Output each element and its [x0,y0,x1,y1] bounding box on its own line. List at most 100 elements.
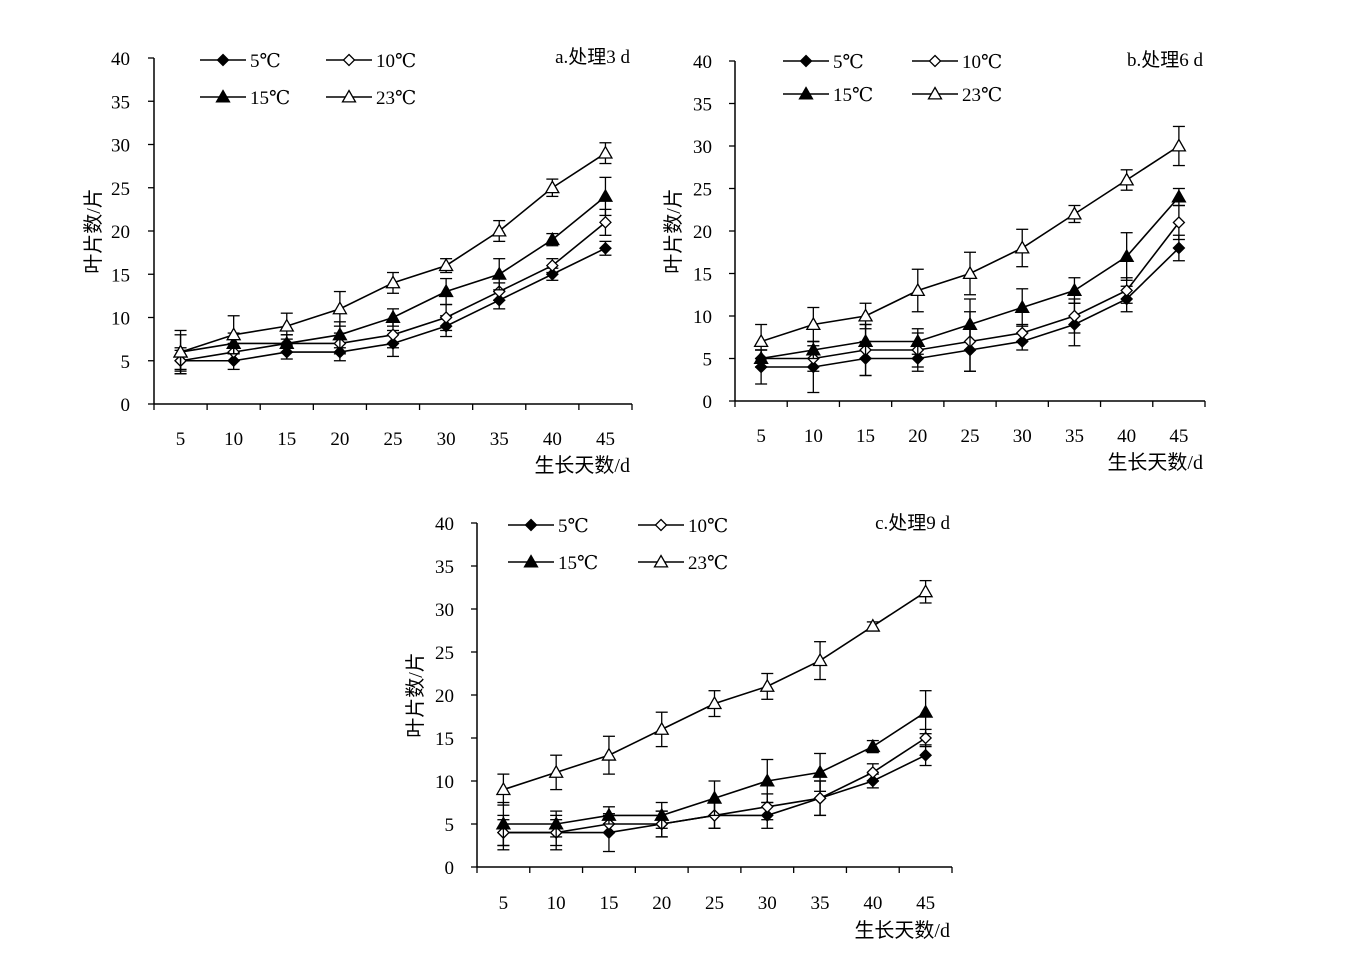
y-tick-label: 15 [111,265,130,286]
data-point [1066,206,1083,220]
series-3 [172,142,614,371]
data-point [279,335,295,349]
x-tick-label: 25 [384,429,403,450]
y-tick-label: 5 [703,350,713,371]
data-point [172,344,189,358]
y-tick-label: 15 [435,729,454,750]
data-point [760,800,774,814]
y-tick-label: 10 [693,307,712,328]
data-point [597,145,614,159]
data-point [332,301,348,315]
x-tick-label: 15 [856,426,875,447]
x-tick-label: 45 [1169,426,1188,447]
data-point [759,773,775,787]
x-tick-label: 35 [811,893,830,914]
data-point [386,328,400,342]
y-tick-label: 40 [435,514,454,535]
data-point [706,695,723,710]
legend-item: 15℃ [508,553,598,574]
data-point [1172,216,1186,229]
data-point [601,747,617,761]
series-3 [495,579,934,806]
data-point [865,738,881,753]
data-point [439,311,453,324]
legend-item: 23℃ [638,553,728,574]
data-point [1066,282,1083,297]
y-tick-label: 20 [111,222,130,243]
legend-marker [927,86,943,100]
data-point [917,704,934,718]
legend-label: 23℃ [688,553,728,574]
x-tick-label: 40 [543,429,562,450]
data-point [601,807,617,821]
x-tick-label: 30 [1013,426,1032,447]
x-tick-label: 15 [599,893,618,914]
y-tick-label: 10 [435,772,454,793]
chart-title: c.处理9 d [875,512,950,534]
y-axis-label: 叶片数/片 [82,188,105,274]
x-axis-label: 生长天数/d [1107,451,1203,474]
y-tick-label: 40 [111,49,130,70]
y-tick-label: 10 [111,309,130,330]
y-tick-label: 25 [111,179,130,200]
data-point [491,223,507,237]
x-tick-label: 10 [547,893,566,914]
chart-title: b.处理6 d [1127,49,1204,71]
legend-item: 23℃ [912,85,1002,106]
data-point [1015,326,1029,340]
legend-item: 23℃ [326,88,416,109]
y-tick-label: 20 [435,686,454,707]
data-point [491,266,507,280]
data-point [962,265,978,280]
data-point [544,231,560,246]
legend-label: 10℃ [688,516,728,537]
data-point [910,333,926,348]
chart-b: 0 5 10 15 20 25 30 35 40 5 10 15 20 25 30 35 40 45 生长天数/d 叶… [662,49,1206,474]
data-point [495,816,512,830]
x-tick-label: 15 [277,429,296,450]
data-point [495,781,512,796]
data-point [1068,309,1081,323]
x-tick-label: 5 [756,426,766,447]
legend-label: 10℃ [376,51,416,72]
y-tick-label: 20 [693,222,712,243]
legend-label: 15℃ [833,85,873,106]
data-point [706,790,723,804]
x-tick-label: 5 [499,893,509,914]
legend-marker [798,86,814,100]
legend-marker [523,554,539,568]
legend-label: 23℃ [962,85,1002,106]
data-point [1120,284,1134,297]
data-point [962,316,978,331]
legend-marker [654,518,668,532]
x-axis-label: 生长天数/d [854,919,950,942]
y-tick-label: 0 [703,392,713,413]
x-tick-label: 35 [1065,426,1084,447]
y-tick-label: 35 [111,92,130,113]
legend: 5℃ 10℃ 15℃ 23℃ [200,51,416,109]
y-tick-label: 15 [693,265,712,286]
x-tick-label: 25 [961,426,980,447]
legend-item: 15℃ [783,85,873,106]
y-tick-label: 0 [445,858,455,879]
legend-item: 10℃ [638,516,728,537]
data-point [226,326,242,341]
x-tick-label: 20 [652,893,671,914]
data-point [759,678,775,692]
legend-marker [653,554,669,568]
legend: 5℃ 10℃ 15℃ 23℃ [783,52,1002,106]
legend-marker [342,53,356,67]
legend-marker [216,53,230,67]
data-point [548,764,564,778]
data-point [805,342,821,356]
legend-label: 5℃ [558,516,589,537]
y-tick-label: 25 [435,643,454,664]
data-point [654,721,670,735]
legend-item: 10℃ [326,51,416,72]
y-tick-label: 25 [693,180,712,201]
y-tick-label: 30 [111,136,130,157]
data-point [438,283,454,298]
data-point [545,259,559,273]
data-point [332,326,348,341]
y-tick-label: 30 [693,137,712,158]
